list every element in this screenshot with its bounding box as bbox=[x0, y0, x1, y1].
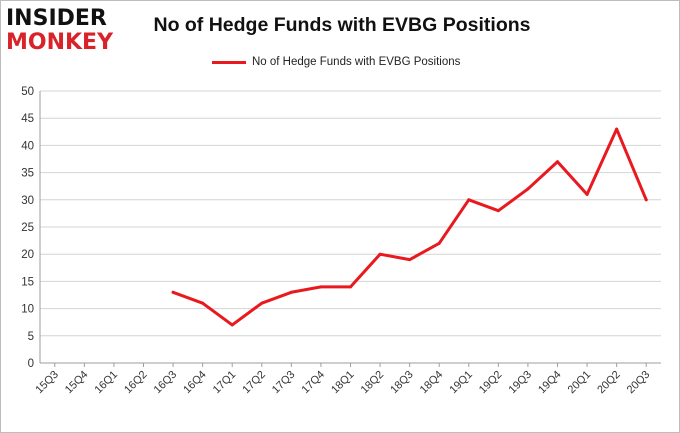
data-point bbox=[289, 290, 293, 294]
legend-swatch bbox=[212, 60, 246, 64]
x-tick-label: 16Q1 bbox=[93, 369, 121, 397]
data-point bbox=[260, 301, 264, 305]
data-point bbox=[378, 252, 382, 256]
x-tick-label: 18Q4 bbox=[418, 369, 446, 397]
data-point bbox=[467, 198, 471, 202]
chart-title: No of Hedge Funds with EVBG Positions bbox=[153, 14, 531, 36]
x-tick-label: 17Q2 bbox=[240, 369, 268, 397]
data-point bbox=[171, 290, 175, 294]
x-tick-label: 15Q4 bbox=[63, 369, 91, 397]
chart-legend: No of Hedge Funds with EVBG Positions bbox=[212, 54, 460, 70]
x-tick-label: 17Q3 bbox=[270, 369, 298, 397]
y-tick-label: 15 bbox=[21, 276, 34, 288]
y-tick-label: 50 bbox=[21, 86, 34, 98]
logo-line1: INSIDER bbox=[6, 6, 107, 31]
data-point bbox=[556, 160, 559, 164]
data-point bbox=[644, 198, 648, 202]
y-tick-label: 0 bbox=[28, 358, 34, 370]
y-tick-label: 35 bbox=[21, 168, 34, 180]
x-tick-label: 15Q3 bbox=[33, 369, 61, 397]
x-tick-label: 20Q1 bbox=[566, 369, 594, 397]
y-tick-label: 25 bbox=[21, 222, 34, 234]
data-point bbox=[496, 209, 500, 213]
y-tick-label: 10 bbox=[21, 304, 34, 316]
x-tick-label: 17Q4 bbox=[300, 369, 328, 397]
x-tick-label: 17Q1 bbox=[211, 369, 239, 397]
data-point bbox=[437, 241, 441, 245]
insider-monkey-logo: INSIDER MONKEY bbox=[6, 6, 128, 58]
x-tick-label: 18Q1 bbox=[329, 369, 357, 397]
x-tick-label: 18Q2 bbox=[359, 369, 387, 397]
x-tick-label: 19Q4 bbox=[536, 369, 564, 397]
x-tick-label: 16Q3 bbox=[152, 369, 180, 397]
data-point bbox=[201, 301, 205, 305]
data-point bbox=[526, 187, 530, 191]
data-point bbox=[408, 258, 412, 262]
data-point bbox=[319, 285, 323, 289]
data-point bbox=[349, 285, 352, 289]
y-tick-label: 40 bbox=[21, 140, 34, 152]
y-tick-label: 45 bbox=[21, 113, 34, 125]
x-tick-label: 19Q1 bbox=[447, 369, 475, 397]
legend-label: No of Hedge Funds with EVBG Positions bbox=[252, 56, 461, 68]
logo-line2: MONKEY bbox=[6, 30, 114, 55]
x-tick-label: 19Q2 bbox=[477, 369, 505, 397]
data-point bbox=[230, 323, 234, 327]
x-tick-label: 16Q2 bbox=[122, 369, 150, 397]
y-tick-label: 20 bbox=[21, 249, 34, 261]
x-tick-label: 20Q2 bbox=[595, 369, 623, 397]
y-tick-label: 5 bbox=[28, 331, 34, 343]
x-tick-label: 19Q3 bbox=[507, 369, 535, 397]
data-point bbox=[585, 192, 589, 196]
x-tick-label: 20Q3 bbox=[625, 369, 653, 397]
x-tick-label: 16Q4 bbox=[181, 369, 209, 397]
data-point bbox=[615, 127, 619, 131]
y-tick-label: 30 bbox=[21, 195, 34, 207]
x-tick-label: 18Q3 bbox=[388, 369, 416, 397]
